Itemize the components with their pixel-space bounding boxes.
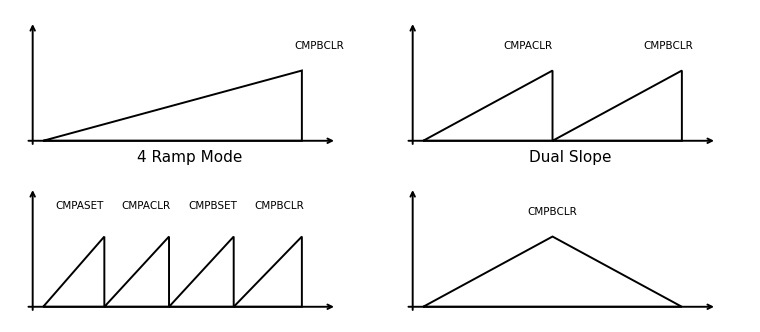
Text: CMPBSET: CMPBSET xyxy=(188,201,237,211)
Text: CMPBCLR: CMPBCLR xyxy=(294,41,344,51)
Text: CMPACLR: CMPACLR xyxy=(122,201,171,211)
Text: CMPBCLR: CMPBCLR xyxy=(255,201,304,211)
Title: 4 Ramp Mode: 4 Ramp Mode xyxy=(138,150,242,165)
Text: CMPBCLR: CMPBCLR xyxy=(643,41,693,51)
Title: Dual Slope: Dual Slope xyxy=(529,150,611,165)
Text: CMPBCLR: CMPBCLR xyxy=(527,207,578,217)
Text: CMPASET: CMPASET xyxy=(55,201,104,211)
Text: CMPACLR: CMPACLR xyxy=(503,41,553,51)
